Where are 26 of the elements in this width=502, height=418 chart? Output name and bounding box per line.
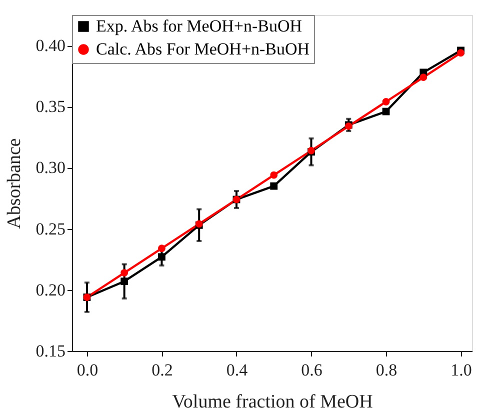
x-tick-label: 0.8 — [376, 360, 398, 380]
point — [382, 98, 390, 106]
point — [382, 108, 390, 116]
point — [270, 171, 278, 179]
x-tick-label: 1.0 — [450, 360, 472, 380]
x-tick-label: 0.0 — [76, 360, 98, 380]
point — [120, 269, 128, 277]
y-tick-label: 0.30 — [36, 158, 66, 178]
x-tick-label: 0.2 — [152, 360, 173, 380]
point — [420, 74, 428, 82]
x-tick-label: 0.6 — [301, 360, 322, 380]
y-tick-label: 0.20 — [36, 280, 66, 300]
point — [457, 49, 464, 57]
x-tick-label: 0.4 — [226, 360, 248, 380]
y-tick-label: 0.15 — [36, 342, 66, 360]
legend-label: Exp. Abs for MeOH+n-BuOH — [96, 16, 302, 36]
point — [158, 253, 166, 261]
y-tick-label: 0.40 — [36, 36, 66, 56]
legend-label: Calc. Abs For MeOH+n-BuOH — [96, 40, 310, 58]
point — [270, 182, 278, 190]
point — [158, 244, 166, 252]
y-axis-title: Absorbance — [4, 138, 25, 229]
x-axis-title: Volume fraction of MeOH — [172, 392, 374, 412]
y-tick-label: 0.35 — [36, 97, 66, 116]
y-tick-label: 0.25 — [36, 219, 66, 238]
point — [120, 278, 128, 286]
